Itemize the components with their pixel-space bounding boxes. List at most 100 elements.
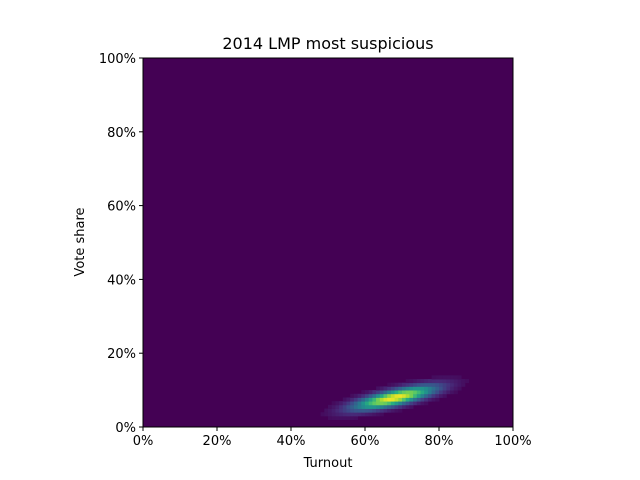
heatmap-cell [379, 386, 384, 391]
heatmap-cell [350, 401, 355, 406]
heatmap-cell [431, 379, 436, 384]
heatmap-cell [346, 412, 351, 417]
y-tick-label: 80% [107, 126, 136, 141]
heatmap-cell [439, 390, 444, 395]
heatmap-cell [409, 382, 414, 387]
heatmap-cell [365, 397, 370, 402]
heatmap-cell [457, 386, 462, 391]
heatmap-cell [394, 404, 399, 409]
heatmap-cell [416, 386, 421, 391]
heatmap-cell [390, 404, 395, 409]
heatmap-cell [387, 408, 392, 413]
heatmap-cell [368, 401, 373, 406]
heatmap-cell [427, 390, 432, 395]
y-tick-label: 100% [99, 52, 136, 67]
heatmap-cell [409, 401, 414, 406]
heatmap-cell [427, 379, 432, 384]
heatmap-cell [383, 397, 388, 402]
x-tick-label: 100% [494, 434, 531, 449]
heatmap-cell [361, 412, 366, 417]
heatmap-cell [394, 401, 399, 406]
heatmap-cell [413, 393, 418, 398]
heatmap-cell [390, 390, 395, 395]
heatmap-cell [376, 404, 381, 409]
heatmap-cell [357, 397, 362, 402]
heatmap-cell [387, 393, 392, 398]
heatmap-cell [342, 412, 347, 417]
heatmap-cell [376, 393, 381, 398]
heatmap-cell [339, 401, 344, 406]
y-tick-label: 40% [107, 273, 136, 288]
chart-title: 2014 LMP most suspicious [222, 34, 433, 53]
heatmap-cell [353, 412, 358, 417]
heatmap-cell [442, 390, 447, 395]
heatmap-cell [372, 390, 377, 395]
heatmap-cell [357, 393, 362, 398]
heatmap-cell [394, 382, 399, 387]
heatmap-cell [390, 401, 395, 406]
heatmap-cell [398, 393, 403, 398]
y-tick-label: 60% [107, 200, 136, 215]
heatmap-cell [335, 404, 340, 409]
heatmap-cell [361, 408, 366, 413]
heatmap-cell [453, 382, 458, 387]
heatmap-cell [331, 404, 336, 409]
heatmap-cell [464, 379, 469, 384]
heatmap-cell [427, 382, 432, 387]
heatmap-cell [357, 408, 362, 413]
heatmap-cell [431, 382, 436, 387]
heatmap-cell [431, 375, 436, 380]
heatmap-cell [346, 408, 351, 413]
heatmap-cell [372, 401, 377, 406]
x-tick-label: 20% [203, 434, 232, 449]
heatmap-cell [387, 401, 392, 406]
heatmap-cell [376, 390, 381, 395]
heatmap-cell [379, 390, 384, 395]
heatmap-cell [350, 412, 355, 417]
heatmap-cell [424, 393, 429, 398]
heatmap-cell [405, 390, 410, 395]
heatmap-cell [439, 382, 444, 387]
heatmap-cell [405, 401, 410, 406]
heatmap-cell [379, 401, 384, 406]
heatmap-cell [350, 415, 355, 421]
heatmap-cell [413, 382, 418, 387]
heatmap-cell [353, 404, 358, 409]
heatmap-cell [387, 404, 392, 409]
heatmap-cell [368, 404, 373, 409]
heatmap-cell [383, 404, 388, 409]
heatmap-cell [402, 393, 407, 398]
heatmap-cell [420, 393, 425, 398]
heatmap-cell [457, 379, 462, 384]
heatmap-cell [353, 415, 358, 421]
heatmap-cell [379, 397, 384, 402]
heatmap-cell [376, 401, 381, 406]
heatmap-cell [350, 397, 355, 402]
heatmap-cell [353, 393, 358, 398]
heatmap-cell [357, 412, 362, 417]
heatmap-cell [339, 412, 344, 417]
heatmap-cell [413, 386, 418, 391]
heatmap-cell [368, 408, 373, 413]
heatmap-cell [446, 390, 451, 395]
heatmap-cell [431, 397, 436, 402]
heatmap-cell [328, 408, 333, 413]
heatmap-cell [442, 375, 447, 380]
heatmap-cell [405, 379, 410, 384]
heatmap-cell [398, 390, 403, 395]
heatmap-cell [398, 408, 403, 413]
heatmap-cell [379, 408, 384, 413]
heatmap-cell [450, 379, 455, 384]
heatmap-cell [339, 415, 344, 421]
heatmap-cell [420, 382, 425, 387]
heatmap-cell [398, 397, 403, 402]
heatmap-cell [335, 415, 340, 421]
heatmap-cell [335, 408, 340, 413]
heatmap-cell [409, 379, 414, 384]
heatmap-cell [350, 404, 355, 409]
heatmap-cell [387, 382, 392, 387]
heatmap-cell [398, 401, 403, 406]
heatmap-cell [390, 382, 395, 387]
heatmap-cell [457, 382, 462, 387]
heatmap-cell [368, 390, 373, 395]
